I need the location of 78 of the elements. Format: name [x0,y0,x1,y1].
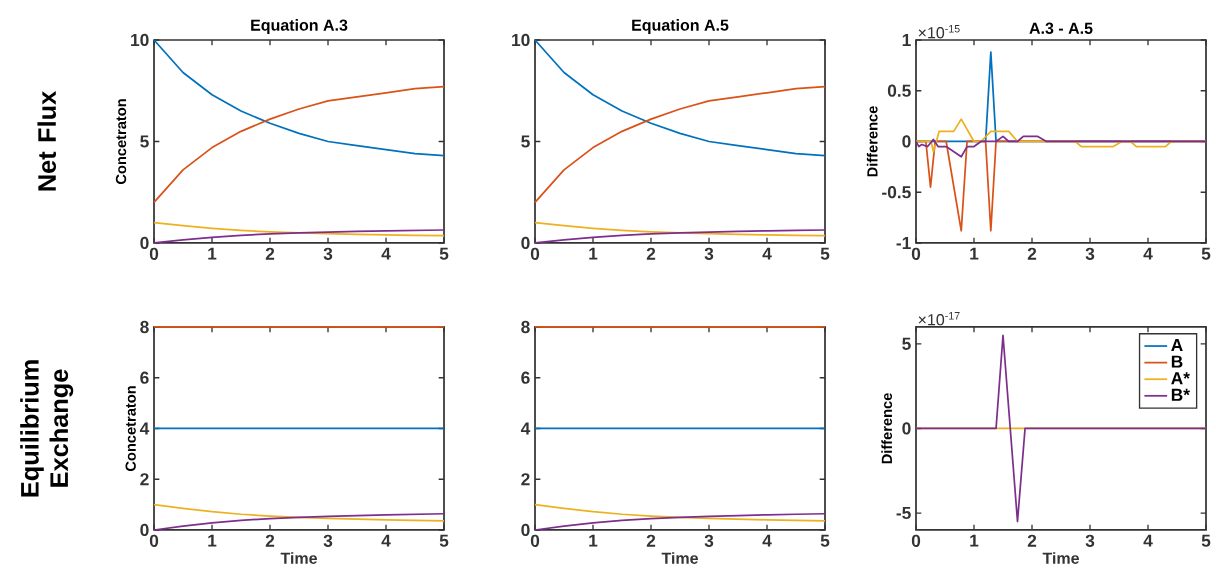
y-tick-label: 0 [140,236,149,250]
x-tick-label: 5 [820,247,830,260]
x-tick-label: 0 [911,534,921,547]
y-axis-title: Concetraton [125,386,136,472]
y-tick-label: 10 [512,33,530,47]
text: ×10$^{-15}$ [918,25,960,39]
x-tick-label: 3 [323,247,333,260]
chart-title: A.3 - A.5 [1029,22,1093,34]
x-tick-label: 2 [1027,247,1037,260]
x-tick-label: 4 [381,534,391,547]
y-tick-label: 2 [521,473,530,486]
x-axis-title: Time [280,552,317,564]
x-tick-label: 0 [530,247,540,260]
x-tick-label: 0 [149,534,159,547]
x-tick-label: 0 [530,534,540,547]
y-tick-label: 8 [521,320,530,334]
x-tick-label: 0 [911,247,921,260]
x-tick-label: 1 [208,247,217,260]
y-tick-label: 8 [140,320,149,334]
x-tick-label: 1 [970,534,979,547]
y-tick-label: 5 [521,135,530,148]
x-axis-title: Time [661,552,698,564]
x-tick-label: 3 [704,247,714,260]
y-tick-label: 0 [521,236,530,250]
y-tick-label: 4 [520,422,531,435]
x-tick-label: 4 [1143,247,1153,260]
x-tick-label: 2 [265,534,275,547]
y-tick-label: 2 [140,473,149,486]
x-tick-label: 3 [323,534,333,547]
x-tick-label: 2 [265,247,275,260]
x-tick-label: 2 [646,534,656,547]
text: ×10$^{-17}$ [918,312,960,326]
y-axis-title: Concetraton [115,99,127,185]
y-tick-label: 0 [521,523,530,537]
x-tick-label: 3 [1085,534,1095,547]
y-axis-title: Difference [881,393,893,464]
y-tick-label: 4 [139,422,150,435]
x-tick-label: 5 [820,534,830,547]
y-tick-label: 5 [140,135,149,148]
x-tick-label: 1 [589,247,598,260]
text: Equilibrium Exchange [20,360,74,497]
x-tick-label: 1 [589,534,598,547]
y-tick-label: -1 [896,237,911,249]
x-tick-label: 2 [646,247,656,260]
x-tick-label: 2 [1027,534,1037,547]
x-tick-label: 4 [1143,534,1153,547]
x-tick-label: 5 [439,247,449,260]
x-tick-label: 4 [762,247,772,260]
text: Net Flux [37,91,57,191]
chart-title: Equation A.5 [632,19,729,34]
y-tick-label: -5 [896,507,911,520]
y-tick-label: 5 [902,337,911,350]
y-tick-label: 0.5 [887,84,911,97]
y-tick-label: 6 [140,371,149,384]
y-tick-label: 6 [521,371,530,384]
y-tick-label: 0 [902,135,911,148]
chart-title: Equation A.3 [251,19,348,34]
x-tick-label: 5 [1201,247,1211,260]
y-axis-title: Difference [866,106,878,177]
x-tick-label: 3 [704,534,714,547]
x-tick-label: 4 [762,534,772,547]
y-tick-label: -0.5 [882,186,911,199]
x-tick-label: 0 [149,247,159,260]
x-tick-label: 1 [970,247,979,260]
y-tick-label: 10 [131,33,149,47]
legend-label: B* [1171,388,1190,401]
x-tick-label: 1 [208,534,217,547]
x-tick-label: 5 [1201,534,1211,547]
legend-label: A* [1171,372,1190,385]
legend-label: A [1171,339,1183,351]
y-tick-label: 0 [902,422,911,435]
x-tick-label: 5 [439,534,449,547]
x-tick-label: 4 [381,247,391,260]
y-tick-label: 1 [902,34,911,46]
x-axis-title: Time [1042,552,1079,564]
x-tick-label: 3 [1085,247,1095,260]
y-tick-label: 0 [140,523,149,537]
legend-label: B [1171,355,1183,368]
